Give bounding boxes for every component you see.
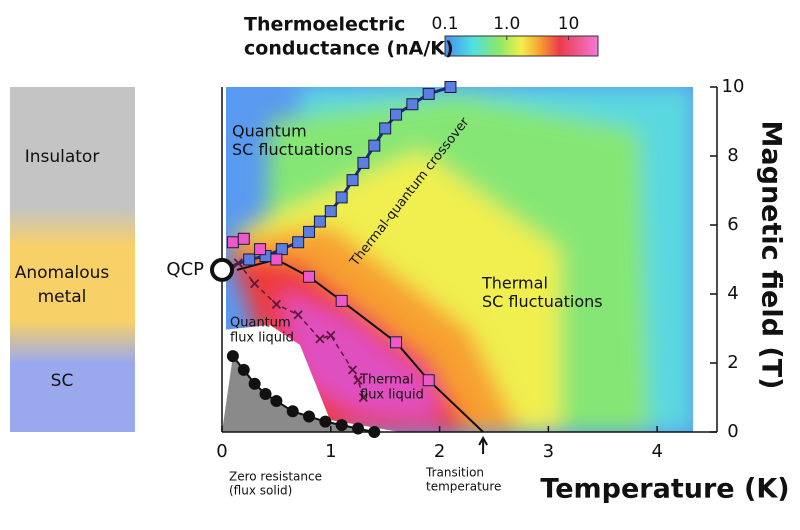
square-marker [335,294,348,307]
circle-marker [248,377,261,390]
cross-marker [271,299,282,309]
square-marker [422,87,435,100]
annotation: Thermal [359,373,414,388]
flux-solid-region [222,356,375,432]
circle-marker [286,405,299,418]
x-tick-label: 3 [543,441,554,462]
square-marker [335,191,348,204]
phase-label: SC [51,371,74,391]
x-tick-label: 2 [434,441,445,462]
cross-marker [250,279,260,289]
circle-marker [335,419,348,432]
square-marker [379,122,392,135]
liquid-crossover-line [231,261,365,398]
phase-label: Anomalous [15,263,110,283]
colorbar-label: Thermoelectric [244,14,405,36]
cross-marker [358,392,369,403]
circle-marker [319,415,332,428]
circle-marker [237,363,250,376]
cross-marker [353,375,363,385]
circle-marker [303,410,316,423]
circle-marker [226,350,239,363]
square-marker [275,243,288,256]
x-tick-label: 1 [325,441,336,462]
y-tick-label: 0 [727,421,738,442]
annotation: SC fluctuations [232,140,353,159]
square-marker [303,270,316,283]
circle-marker [351,422,364,435]
square-marker [226,236,239,249]
square-marker [422,374,435,387]
square-marker [237,232,250,245]
x-tick-label: 0 [216,441,227,462]
square-marker [254,243,267,256]
square-marker [303,225,316,238]
colorbar [444,35,599,57]
y-tick-label: 6 [727,214,738,235]
phase-label: metal [38,287,87,307]
x-tick-label: 4 [651,441,662,462]
colorbar-tick-label: 10 [558,14,580,34]
cross-marker [293,310,303,320]
square-marker [406,98,419,111]
annotation: temperature [426,479,501,493]
square-marker [324,205,337,218]
heatmap [226,87,693,432]
qcp-label: QCP [166,259,204,280]
square-marker [243,253,256,266]
square-marker [313,215,326,228]
cross-marker [315,334,325,344]
cross-marker [326,330,336,341]
colorbar-tick-label: 1.0 [493,14,520,34]
annotation: Transition [425,466,484,480]
annotation: Quantum [232,122,307,141]
annotation: flux liquid [360,387,424,402]
y-tick-label: 8 [727,145,738,166]
square-marker [292,236,305,249]
circle-marker [270,394,283,407]
y-axis-label: Magnetic field (T) [756,121,787,390]
phase-bar [10,87,135,432]
annotation: Thermal [481,274,548,293]
square-marker [368,139,381,152]
annotation: Zero resistance [229,470,322,484]
annotation: flux liquid [230,330,294,345]
transition-arrow [478,435,488,454]
annotation: SC fluctuations [482,292,603,311]
square-marker [444,81,457,93]
phase-label: Insulator [25,147,100,167]
square-marker [390,108,403,121]
annotation: (flux solid) [229,483,292,497]
square-marker [390,336,403,349]
cross-marker [347,365,358,375]
annotation: Quantum [230,316,291,331]
cross-marker [233,258,243,268]
square-marker [346,174,359,187]
circle-marker [368,426,381,438]
square-marker [357,156,370,169]
colorbar-label: conductance (nA/K) [244,38,454,60]
y-tick-label: 4 [727,283,738,304]
x-axis-label: Temperature (K) [540,474,789,505]
square-marker [270,253,283,266]
colorbar-tick-label: 0.1 [431,14,458,34]
y-tick-label: 10 [722,76,745,97]
y-tick-label: 2 [727,352,738,373]
circle-marker [259,388,272,401]
qcp-marker [210,257,234,282]
